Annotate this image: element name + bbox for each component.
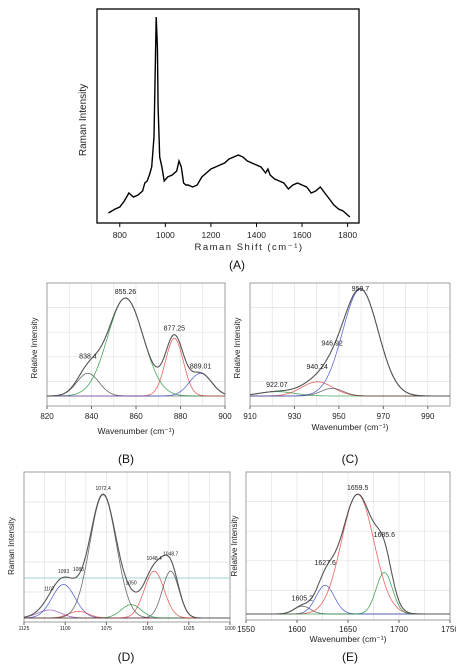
chart-d-ylabel: Raman Intensity [7, 517, 16, 575]
chart-a-ylabel: Raman Intensity [78, 84, 89, 156]
chart-b-xtick-label: 900 [218, 412, 232, 421]
chart-a-xlabel: Raman Shift (cm⁻¹) [194, 242, 303, 253]
chart-a-xtick-label: 1000 [156, 230, 175, 240]
chart-e-xtick-label: 1700 [390, 625, 408, 634]
chart-e-xtick-label: 1600 [288, 625, 306, 634]
chart-a-xtick-label: 1800 [338, 230, 357, 240]
chart-e: 1605.2 1627.6 1659.5 1685.6 1550 1600 1650 170… [230, 471, 456, 644]
chart-b-xtick-label: 840 [85, 412, 99, 421]
chart-d-xtick-label: 1025 [183, 626, 194, 632]
chart-e-xtick-label: 1750 [441, 625, 456, 634]
chart-c-xtick-label: 930 [288, 412, 302, 421]
chart-c-xtick-label: 990 [421, 412, 435, 421]
chart-c-ylabel: Relative Intensity [233, 318, 242, 379]
chart-d-peak-label: 1048.7 [163, 551, 179, 557]
chart-c-peak-label: 922.07 [266, 382, 288, 389]
chart-c-peak-label: 959.7 [352, 286, 370, 293]
chart-e-xtick-label: 1550 [237, 625, 255, 634]
chart-d-peak-label: 1093 [58, 569, 69, 575]
panel-b-tag: (B) [118, 452, 134, 466]
panel-c-tag: (C) [341, 452, 359, 466]
chart-a-xtick-label: 1400 [247, 230, 266, 240]
chart-d-peak-label: 1107 [44, 586, 55, 592]
panel-a-tag: (A) [229, 258, 245, 272]
chart-d-peak-label: 1072.4 [95, 486, 111, 492]
chart-b-peak-label: 838.4 [79, 354, 97, 361]
chart-e-envelope-line [246, 493, 450, 615]
chart-d-frame [23, 471, 231, 623]
chart-a: 800 1000 1200 1400 1600 1800 Raman Intensity … [78, 8, 360, 253]
panel-d-tag: (D) [117, 650, 135, 664]
panel-e-tag: (E) [342, 650, 358, 664]
chart-d-xtick-label: 1050 [142, 626, 153, 632]
chart-d-xtick-label: 1075 [101, 626, 112, 632]
chart-c-peak-label: 946.92 [321, 341, 343, 348]
chart-d-xtick-label: 1100 [60, 626, 71, 632]
chart-e-ylabel: Relative Intensity [230, 516, 239, 577]
chart-b-xtick-label: 820 [40, 412, 54, 421]
chart-c-frame [249, 282, 451, 407]
chart-b-envelope-line [47, 297, 226, 397]
chart-d-xtick-label: 1000 [224, 626, 235, 632]
chart-c-xtick-label: 950 [332, 412, 346, 421]
chart-a-xtick-label: 1200 [201, 230, 220, 240]
chart-b-peak-curve [47, 372, 226, 397]
chart-e-xlabel: Wavenumber (cm⁻¹) [310, 634, 387, 644]
chart-b-peak-label: 877.25 [164, 326, 186, 333]
chart-d-peak-label: 1050 [126, 581, 137, 587]
chart-b-ylabel: Relative Intensity [30, 318, 39, 379]
chart-d-xtick-label: 1125 [19, 626, 30, 632]
chart-c-peak-label: 940.24 [306, 364, 328, 371]
chart-d-peak-label: 1083 [73, 567, 84, 573]
chart-a-xtick-label: 800 [113, 230, 127, 240]
chart-a-spectrum-line [108, 16, 351, 218]
chart-c-xlabel: Wavenumber (cm⁻¹) [312, 422, 389, 432]
chart-a-frame [96, 8, 360, 224]
chart-a-xtick-label: 1600 [293, 230, 312, 240]
chart-b-xtick-label: 880 [174, 412, 188, 421]
chart-b-peak-label: 889.01 [190, 364, 212, 371]
chart-e-peak-label: 1685.6 [374, 532, 396, 539]
chart-d-peak-label: 1048.4 [147, 556, 163, 562]
chart-e-xtick-label: 1650 [339, 625, 357, 634]
chart-d-envelope-line [23, 493, 230, 619]
chart-b-xlabel: Wavenumber (cm⁻¹) [98, 426, 175, 436]
chart-c-envelope-line [249, 288, 450, 397]
chart-e-peak-label: 1605.2 [292, 596, 314, 603]
chart-c-xtick-label: 910 [243, 412, 257, 421]
chart-e-peak-label: 1627.6 [314, 560, 336, 567]
chart-c-peak-curve [250, 288, 450, 397]
chart-b-peak-label: 855.26 [115, 289, 137, 296]
chart-e-peak-label: 1659.5 [347, 485, 369, 492]
chart-c-xtick-label: 970 [377, 412, 391, 421]
chart-b-xtick-label: 860 [129, 412, 143, 421]
